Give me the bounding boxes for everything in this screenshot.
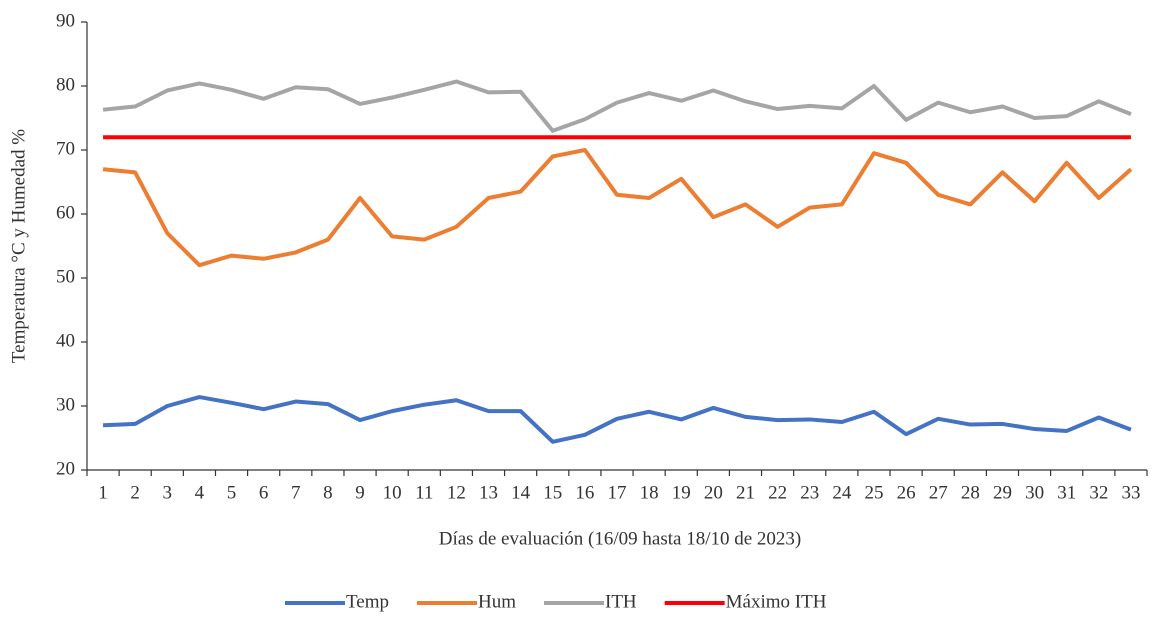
legend-label: Máximo ITH xyxy=(726,591,827,612)
x-tick-label: 16 xyxy=(575,482,594,503)
x-tick-label: 12 xyxy=(447,482,466,503)
y-tick-label: 30 xyxy=(56,394,75,415)
x-tick-label: 29 xyxy=(993,482,1012,503)
x-tick-label: 21 xyxy=(736,482,755,503)
y-tick-label: 90 xyxy=(56,10,75,31)
series-line xyxy=(102,395,1132,444)
x-tick-label: 17 xyxy=(608,482,627,503)
x-tick-label: 19 xyxy=(672,482,691,503)
x-tick-label: 27 xyxy=(929,482,948,503)
y-axis-label: Temperatura °C y Humedad % xyxy=(8,129,29,363)
x-tick-label: 14 xyxy=(511,482,531,503)
x-tick-label: 22 xyxy=(768,482,787,503)
x-tick-label: 9 xyxy=(355,482,365,503)
x-tick-label: 8 xyxy=(323,482,333,503)
x-tick-label: 7 xyxy=(291,482,301,503)
x-tick-label: 15 xyxy=(543,482,562,503)
x-tick-label: 23 xyxy=(800,482,819,503)
x-tick-label: 1 xyxy=(98,482,108,503)
x-tick-label: 31 xyxy=(1057,482,1076,503)
legend-label: ITH xyxy=(605,591,637,612)
x-tick-label: 10 xyxy=(383,482,402,503)
x-tick-label: 20 xyxy=(704,482,723,503)
x-tick-label: 30 xyxy=(1025,482,1044,503)
x-tick-label: 26 xyxy=(897,482,916,503)
legend-label: Temp xyxy=(346,591,389,612)
x-tick-label: 4 xyxy=(195,482,205,503)
series-line xyxy=(102,148,1133,268)
x-tick-label: 6 xyxy=(259,482,269,503)
x-tick-label: 24 xyxy=(832,482,852,503)
x-tick-label: 3 xyxy=(163,482,173,503)
x-tick-label: 5 xyxy=(227,482,237,503)
x-axis-label: Días de evaluación (16/09 hasta 18/10 de… xyxy=(439,528,801,549)
y-tick-label: 50 xyxy=(56,266,75,287)
series-line xyxy=(102,79,1132,133)
y-tick-label: 20 xyxy=(56,458,75,479)
x-tick-label: 13 xyxy=(479,482,498,503)
y-tick-label: 70 xyxy=(56,138,75,159)
y-tick-label: 80 xyxy=(56,74,75,95)
y-tick-label: 60 xyxy=(56,202,75,223)
x-tick-label: 25 xyxy=(864,482,883,503)
x-tick-label: 33 xyxy=(1121,482,1140,503)
x-tick-label: 11 xyxy=(415,482,433,503)
y-tick-label: 40 xyxy=(56,330,75,351)
x-tick-label: 32 xyxy=(1089,482,1108,503)
x-tick-label: 2 xyxy=(130,482,140,503)
legend-label: Hum xyxy=(478,591,516,612)
x-tick-label: 18 xyxy=(640,482,659,503)
x-tick-label: 28 xyxy=(961,482,980,503)
